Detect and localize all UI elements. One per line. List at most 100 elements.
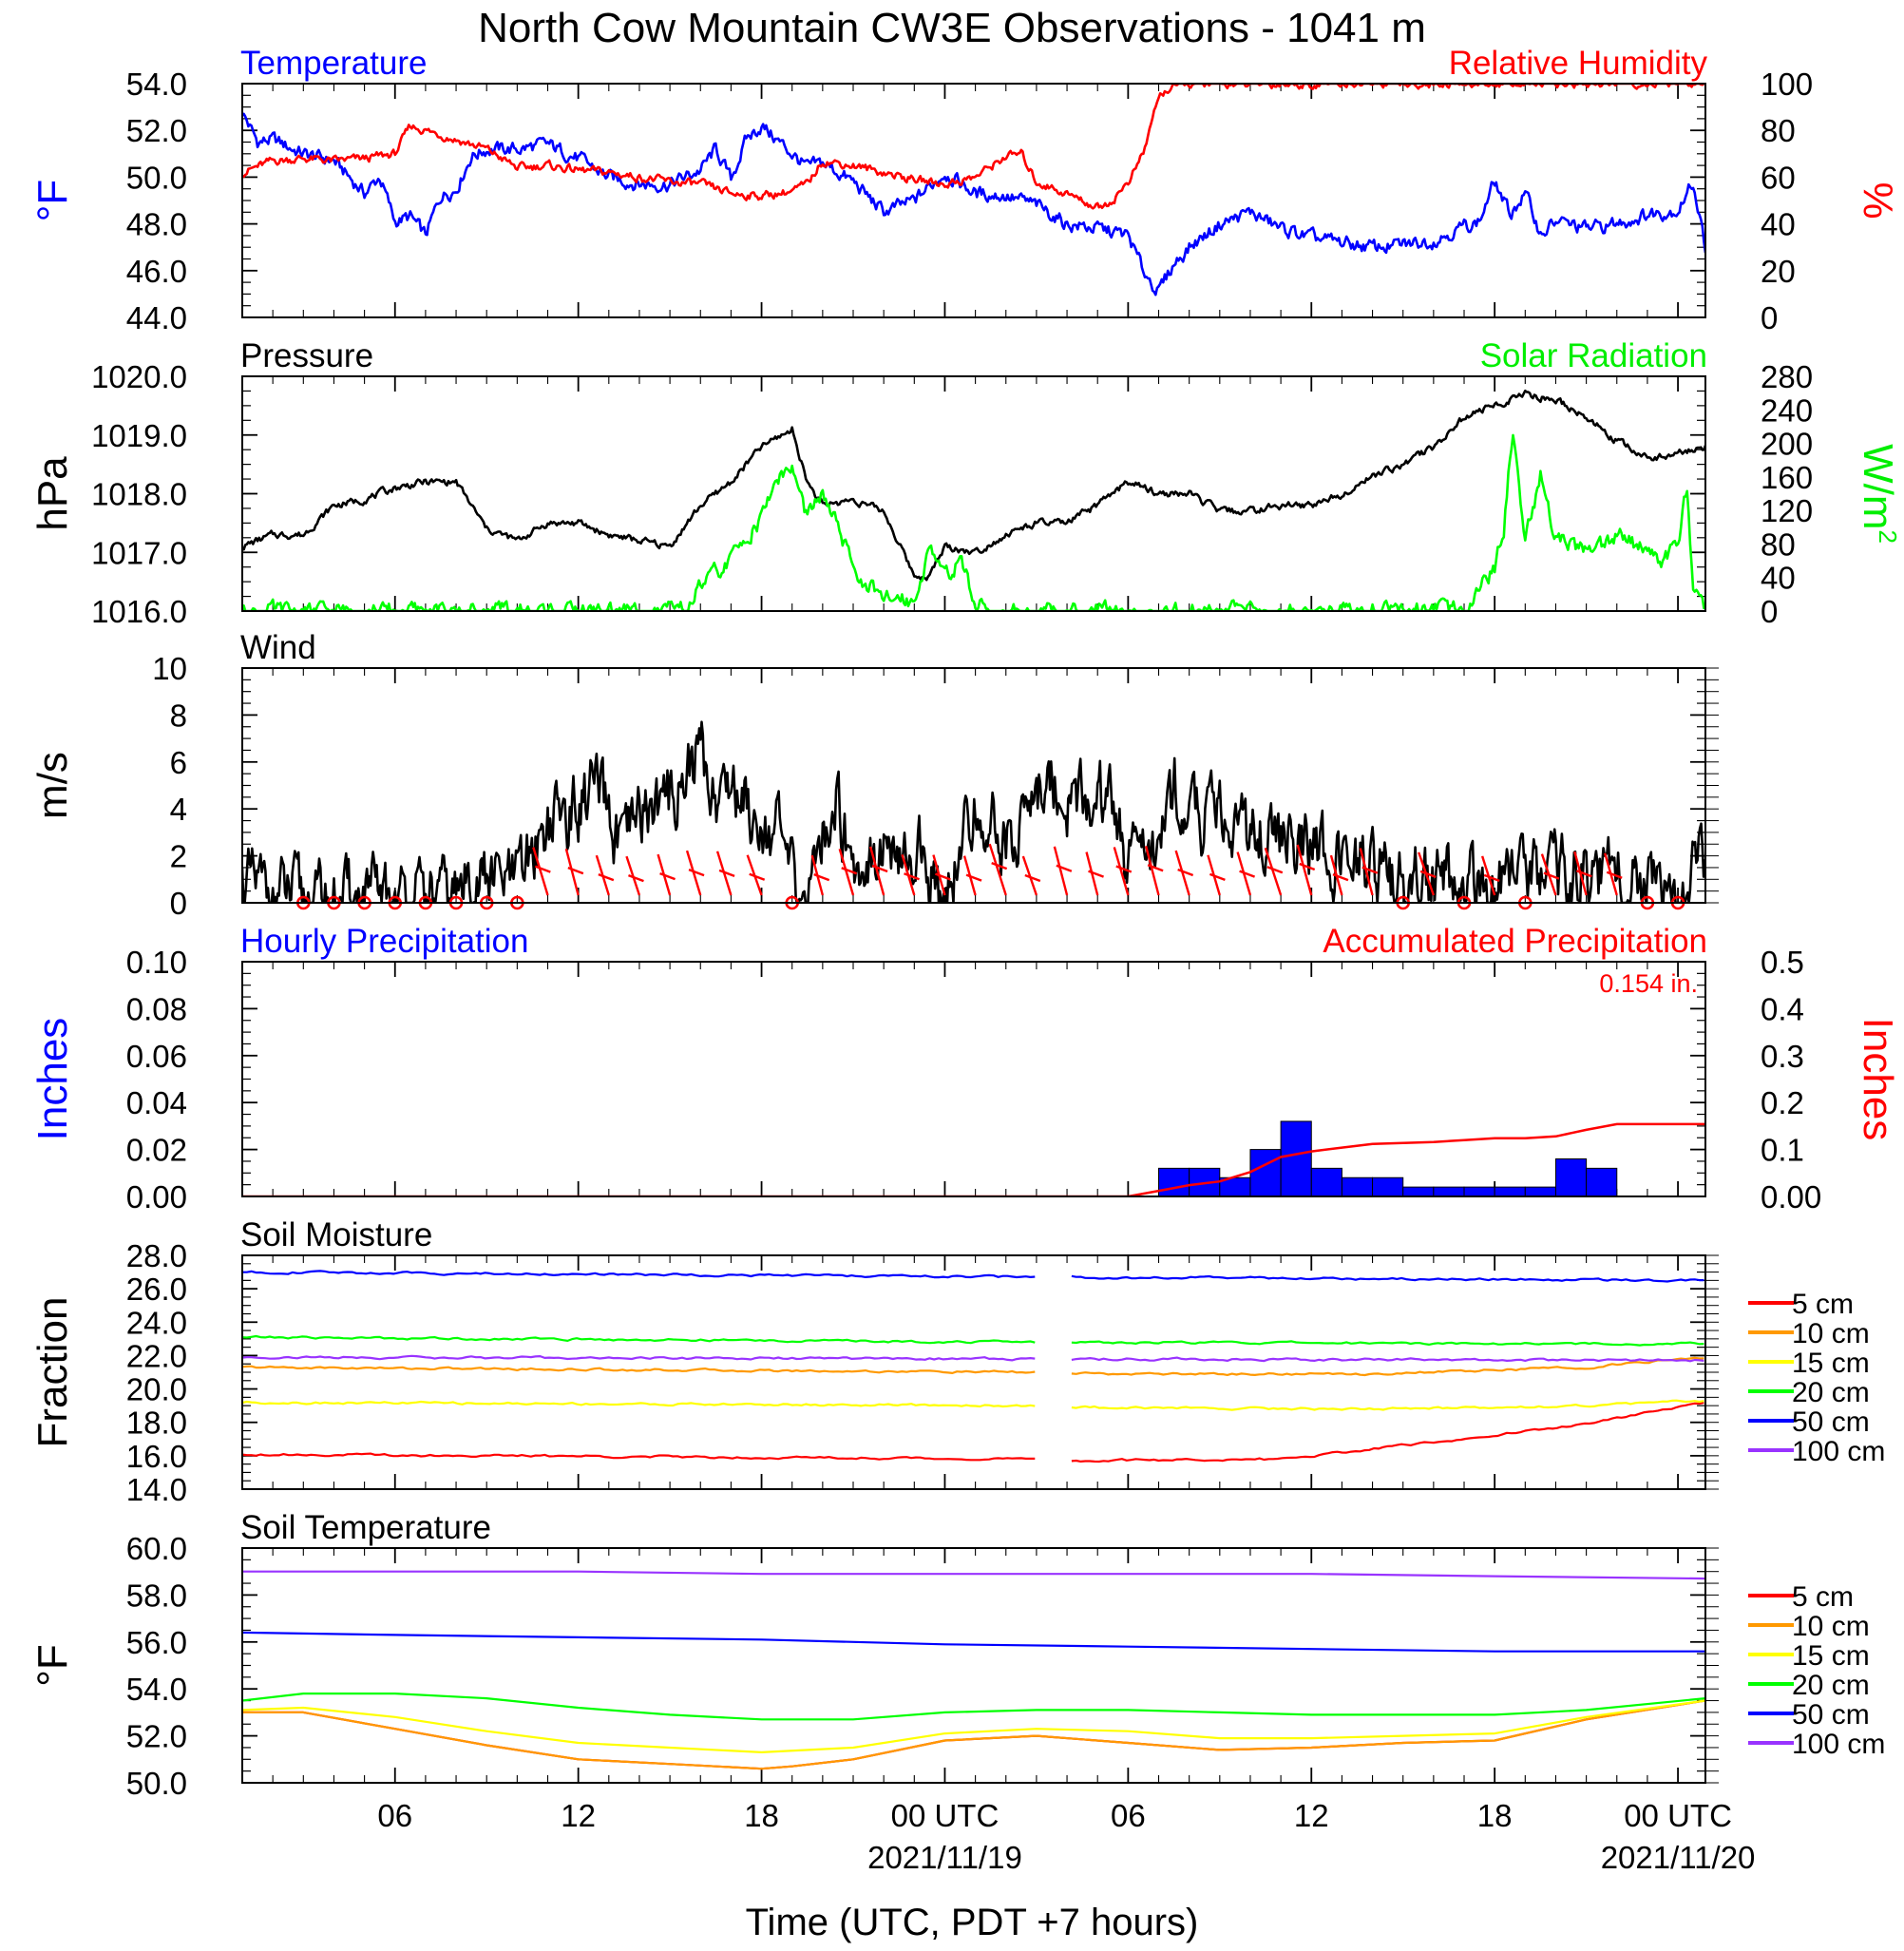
y-tick-label-left: 6: [170, 745, 187, 780]
y-tick-label-right: 200: [1761, 427, 1813, 462]
legend-label: 50 cm: [1792, 1699, 1870, 1731]
y-tick-label-left: 0.10: [126, 945, 187, 980]
wind-barb: [1053, 846, 1069, 896]
legend-label: 50 cm: [1792, 1406, 1870, 1438]
y-tick-label-left: 50.0: [126, 1766, 187, 1801]
y-tick-label-left: 0.00: [126, 1179, 187, 1215]
series-line: [242, 433, 1705, 611]
plot-area: [242, 389, 1705, 611]
wind-barb-flag: [598, 873, 615, 882]
y-tick-label-left: 0.04: [126, 1085, 187, 1120]
wind-barb-flag: [1115, 865, 1133, 873]
y-axis-label-left: m/s: [29, 752, 76, 819]
y-axis-label-left: Inches: [29, 1018, 76, 1141]
panel-title-right: Solar Radiation: [1480, 337, 1707, 374]
precip-bar: [1586, 1167, 1618, 1196]
wind-barb-flag: [1088, 870, 1104, 878]
panel-frame: [241, 1547, 1706, 1784]
y-tick-label-right: 20: [1761, 254, 1796, 289]
precip-bar: [1402, 1186, 1435, 1196]
wind-barb-flag: [1483, 873, 1500, 882]
panel-precipitation: 0.00 0.02 0.04 0.06 0.08 0.10 0.00 0.1 0.2 0.3 0.4…: [29, 923, 1901, 1215]
panel-soil-moisture: 14.016.018.020.022.024.026.028.0 Soil Moi…: [29, 1216, 1885, 1507]
wind-barb-flag: [1361, 866, 1379, 874]
x-tick-label: 00 UTC: [1624, 1798, 1732, 1833]
panel-frame: [241, 375, 1706, 612]
y-tick-label-right: 280: [1761, 359, 1813, 394]
wind-barb-flag: [567, 867, 584, 875]
series-line: [242, 112, 1705, 296]
y-tick-label-right: 0: [1761, 300, 1778, 335]
y-tick-label-left: 1017.0: [91, 535, 187, 570]
x-tick-date-label: 2021/11/20: [1601, 1840, 1756, 1875]
precip-total-annotation: 0.154 in.: [1599, 969, 1698, 998]
precip-bar: [1341, 1176, 1374, 1196]
wind-barb-flag: [1239, 870, 1256, 878]
x-tick-label: 18: [744, 1798, 779, 1833]
y-tick-label-left: 52.0: [126, 1719, 187, 1754]
wind-barb-flag: [813, 872, 830, 882]
panel-title-left: Soil Moisture: [240, 1216, 432, 1253]
y-tick-label-left: 52.0: [126, 113, 187, 148]
series-line: [242, 1334, 1704, 1347]
y-axis-label-right: Inches: [1855, 1018, 1901, 1141]
x-tick-label: 12: [1294, 1798, 1329, 1833]
y-tick-label-right: 60: [1761, 160, 1796, 195]
panel-title-left: Soil Temperature: [240, 1509, 491, 1546]
wind-barb-flag: [534, 865, 551, 873]
y-tick-label-right: 0: [1761, 594, 1778, 629]
series-line: [242, 1122, 1705, 1196]
wind-barb: [1573, 851, 1588, 896]
y-tick-label-left: 10: [152, 651, 187, 686]
wind-barb-flag: [1024, 873, 1041, 883]
wind-barb-flag: [749, 872, 766, 881]
y-tick-label-left: 24.0: [126, 1305, 187, 1340]
precip-bar: [1249, 1149, 1282, 1196]
plot-area: [242, 1570, 1705, 1770]
y-tick-label-left: 22.0: [126, 1338, 187, 1373]
panels: 44.046.048.050.052.054.0020406080100Temp…: [29, 45, 1902, 1801]
wind-barb-flag: [1056, 864, 1073, 872]
wind-barb-flag: [688, 869, 705, 877]
y-tick-label-left: 54.0: [126, 1672, 187, 1707]
wind-barb-flag: [1177, 868, 1194, 877]
y-tick-label-left: 46.0: [126, 254, 187, 289]
y-tick-label-left: 2: [170, 839, 187, 874]
y-tick-label-right: 40: [1761, 207, 1796, 242]
precip-bar: [1554, 1157, 1588, 1196]
x-axis: 06 12 18 00 UTC 2021/11/19 06 12 18 00 UTC 2021/1…: [377, 1798, 1755, 1875]
legend-label: 100 cm: [1792, 1729, 1885, 1760]
wind-barb: [625, 855, 641, 896]
y-tick-label-right: 0.5: [1761, 945, 1804, 980]
y-tick-label-right: 0.4: [1761, 991, 1804, 1026]
series-line: [242, 1270, 1704, 1283]
x-tick-label: 12: [561, 1798, 596, 1833]
wind-barb: [532, 847, 549, 896]
y-axis-label-right: W/m2: [1855, 444, 1902, 544]
x-tick-label: 00 UTC: [891, 1798, 1000, 1833]
wind-barb: [564, 848, 580, 896]
wind-barb-flag: [1543, 871, 1560, 880]
wind-barb-flag: [659, 871, 676, 881]
wind-barb: [1113, 847, 1130, 896]
y-tick-label-left: 1018.0: [91, 477, 187, 512]
y-tick-label-left: 58.0: [126, 1578, 187, 1613]
series-line: [242, 1356, 1704, 1377]
y-tick-label-left: 20.0: [126, 1372, 187, 1407]
y-axis-label-left: °F: [29, 1644, 76, 1686]
y-tick-label-left: 0: [170, 886, 187, 921]
series-line: [242, 1401, 1704, 1463]
legend-label: 20 cm: [1792, 1670, 1870, 1701]
panel-title-left: Temperature: [240, 45, 427, 82]
y-tick-label-right: 0.1: [1761, 1133, 1804, 1168]
precip-bar: [1433, 1186, 1465, 1196]
wind-barb-flag: [841, 867, 858, 875]
y-tick-label-right: 120: [1761, 493, 1813, 528]
y-tick-label-right: 240: [1761, 392, 1813, 428]
wind-barb-flag: [1209, 872, 1226, 881]
series-line: [242, 1570, 1705, 1580]
y-tick-label-left: 44.0: [126, 300, 187, 335]
